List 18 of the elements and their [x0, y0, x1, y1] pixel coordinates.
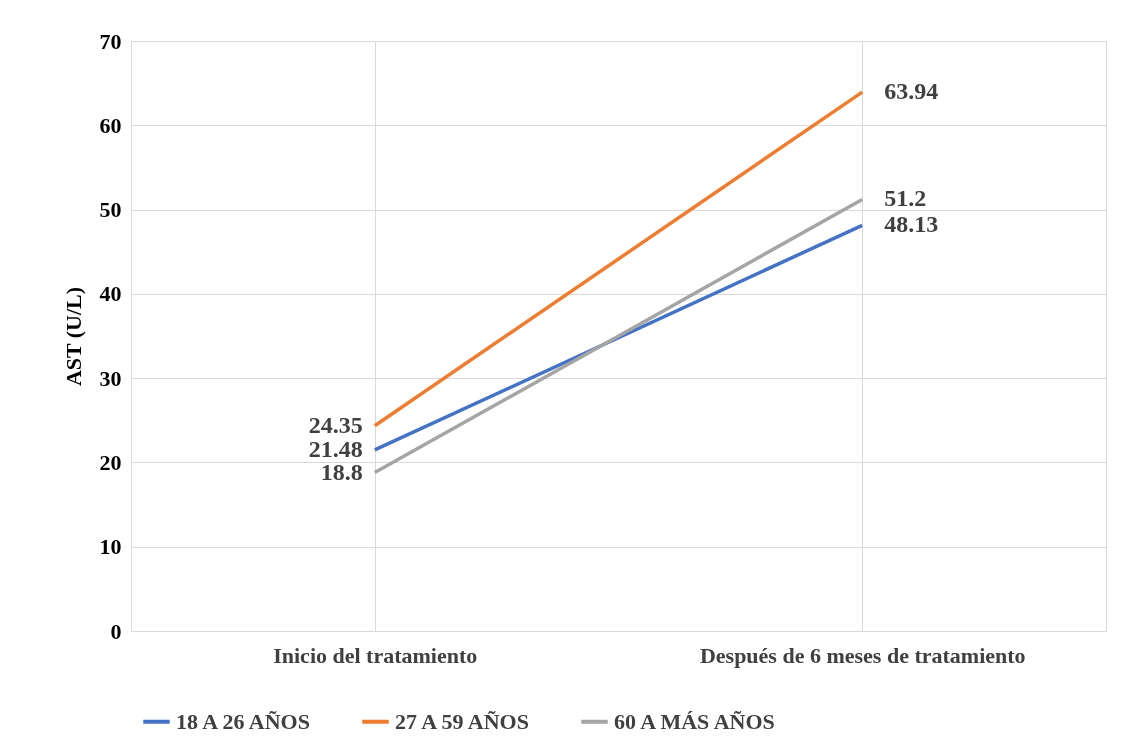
legend-label: 60 A MÁS AÑOS [614, 708, 775, 734]
y-tick-label: 20 [99, 449, 122, 475]
y-tick-label: 70 [99, 28, 122, 54]
y-tick-label: 60 [99, 112, 122, 138]
y-tick-label: 40 [99, 281, 122, 307]
data-label: 51.2 [884, 185, 927, 212]
x-tick-label: Inicio del tratamiento [273, 642, 478, 668]
legend-label: 18 A 26 AÑOS [176, 708, 310, 734]
y-axis-title: AST (U/L) [60, 286, 86, 387]
data-label: 24.35 [308, 411, 363, 438]
y-tick-label: 30 [99, 365, 122, 391]
y-tick-label: 10 [99, 534, 122, 560]
legend-label: 27 A 59 AÑOS [395, 708, 529, 734]
x-tick-label: Después de 6 meses de tratamiento [699, 642, 1026, 668]
y-tick-label: 50 [99, 197, 122, 223]
data-label: 48.13 [884, 211, 939, 238]
y-tick-label: 0 [110, 618, 122, 644]
data-label: 63.94 [884, 78, 939, 105]
